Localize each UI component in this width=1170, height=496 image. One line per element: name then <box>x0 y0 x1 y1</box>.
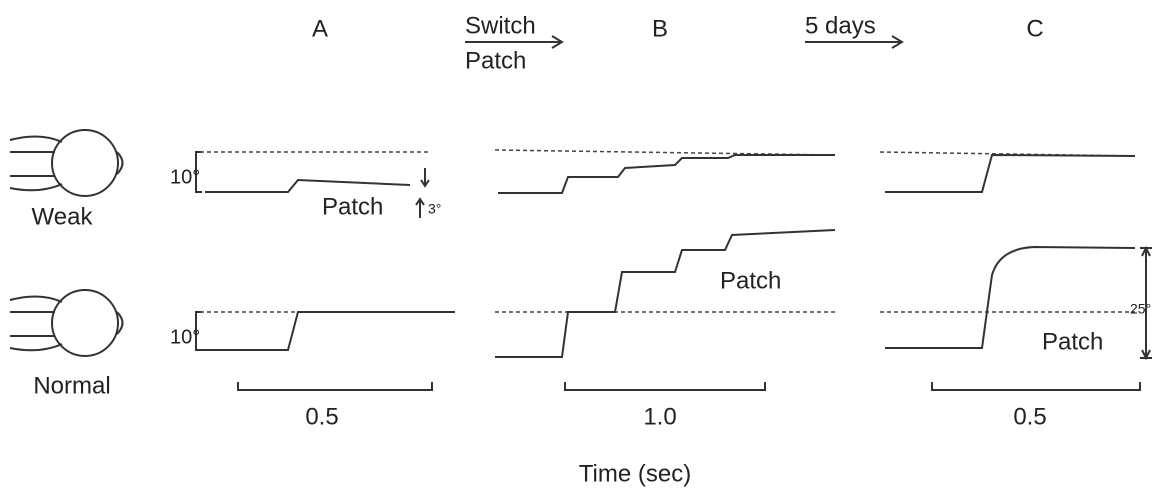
patch-label: Patch <box>322 193 383 220</box>
baseline <box>200 151 455 313</box>
baseline <box>879 151 1136 313</box>
time-scale-label: 0.5 <box>1013 403 1046 430</box>
transition-label: Switch <box>465 12 536 39</box>
bracket <box>1140 245 1152 361</box>
transition-label: Patch <box>465 47 526 74</box>
eye-label: Normal <box>33 372 110 399</box>
trace <box>885 153 1136 193</box>
time-scale-label: 1.0 <box>643 403 676 430</box>
transition-label: 5 days <box>805 12 876 39</box>
trace <box>200 311 455 351</box>
scale-label: 10° <box>170 326 200 348</box>
eye-icon <box>9 289 124 357</box>
patch-label: Patch <box>720 267 781 294</box>
time-bar <box>237 382 433 391</box>
trace <box>885 245 1136 349</box>
baseline <box>494 149 836 313</box>
patch-label: Patch <box>1042 328 1103 355</box>
column-label: A <box>312 15 328 42</box>
trace <box>495 229 836 358</box>
trace <box>498 154 835 194</box>
column-label: C <box>1026 15 1043 42</box>
axis-label: Time (sec) <box>579 460 691 487</box>
bracket <box>195 151 202 351</box>
time-bar <box>564 382 766 391</box>
time-scale-label: 0.5 <box>305 403 338 430</box>
arrow <box>805 35 904 49</box>
scale-label: 3° <box>428 201 441 217</box>
time-bar <box>931 382 1141 391</box>
arrow <box>465 35 564 49</box>
eye-label: Weak <box>32 203 94 230</box>
column-label: B <box>652 15 668 42</box>
scale-label: 10° <box>170 166 200 188</box>
eye-icon <box>9 129 124 197</box>
trace <box>205 178 411 193</box>
scale-label: 25° <box>1130 301 1151 317</box>
arrow <box>415 197 425 218</box>
arrow <box>420 168 430 188</box>
